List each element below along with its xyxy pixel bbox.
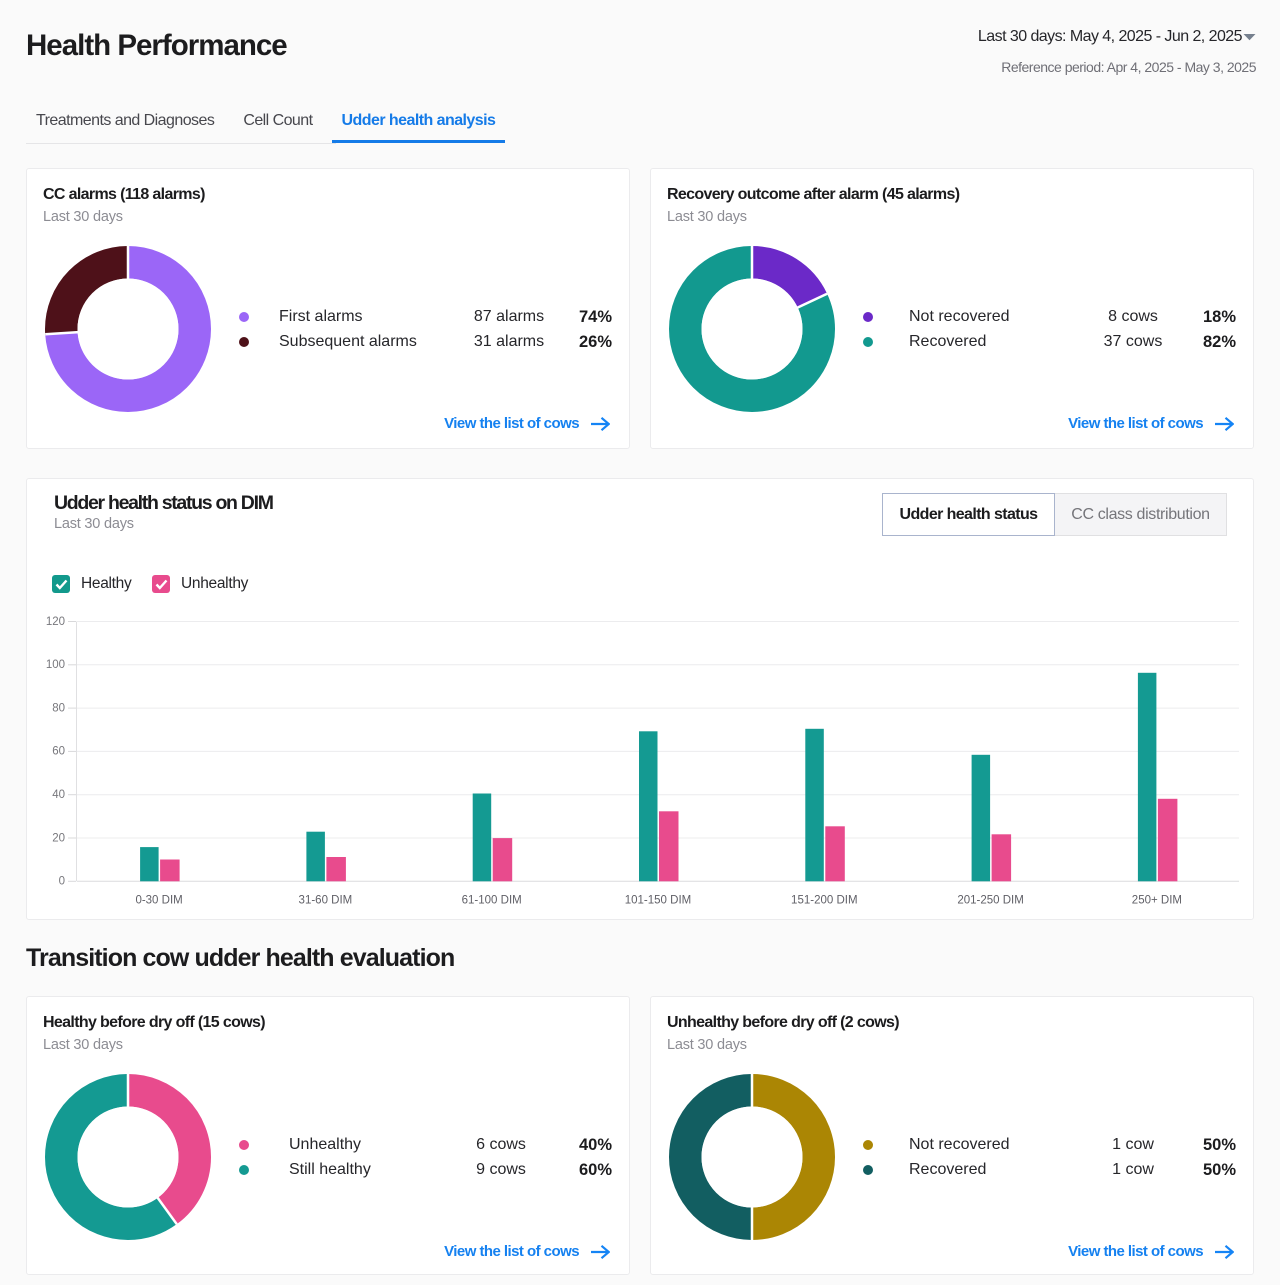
svg-text:101-150 DIM: 101-150 DIM [625,895,691,907]
svg-text:0-30 DIM: 0-30 DIM [135,895,182,907]
svg-text:120: 120 [46,616,65,628]
svg-text:201-250 DIM: 201-250 DIM [957,895,1023,907]
svg-text:100: 100 [46,659,65,671]
svg-text:80: 80 [52,702,65,714]
svg-text:250+ DIM: 250+ DIM [1132,895,1182,907]
svg-text:31-60 DIM: 31-60 DIM [299,895,353,907]
svg-text:60: 60 [52,746,65,758]
svg-text:0: 0 [59,876,65,888]
svg-text:61-100 DIM: 61-100 DIM [462,895,522,907]
svg-text:40: 40 [52,789,65,801]
svg-text:151-200 DIM: 151-200 DIM [791,895,857,907]
svg-text:20: 20 [52,832,65,844]
